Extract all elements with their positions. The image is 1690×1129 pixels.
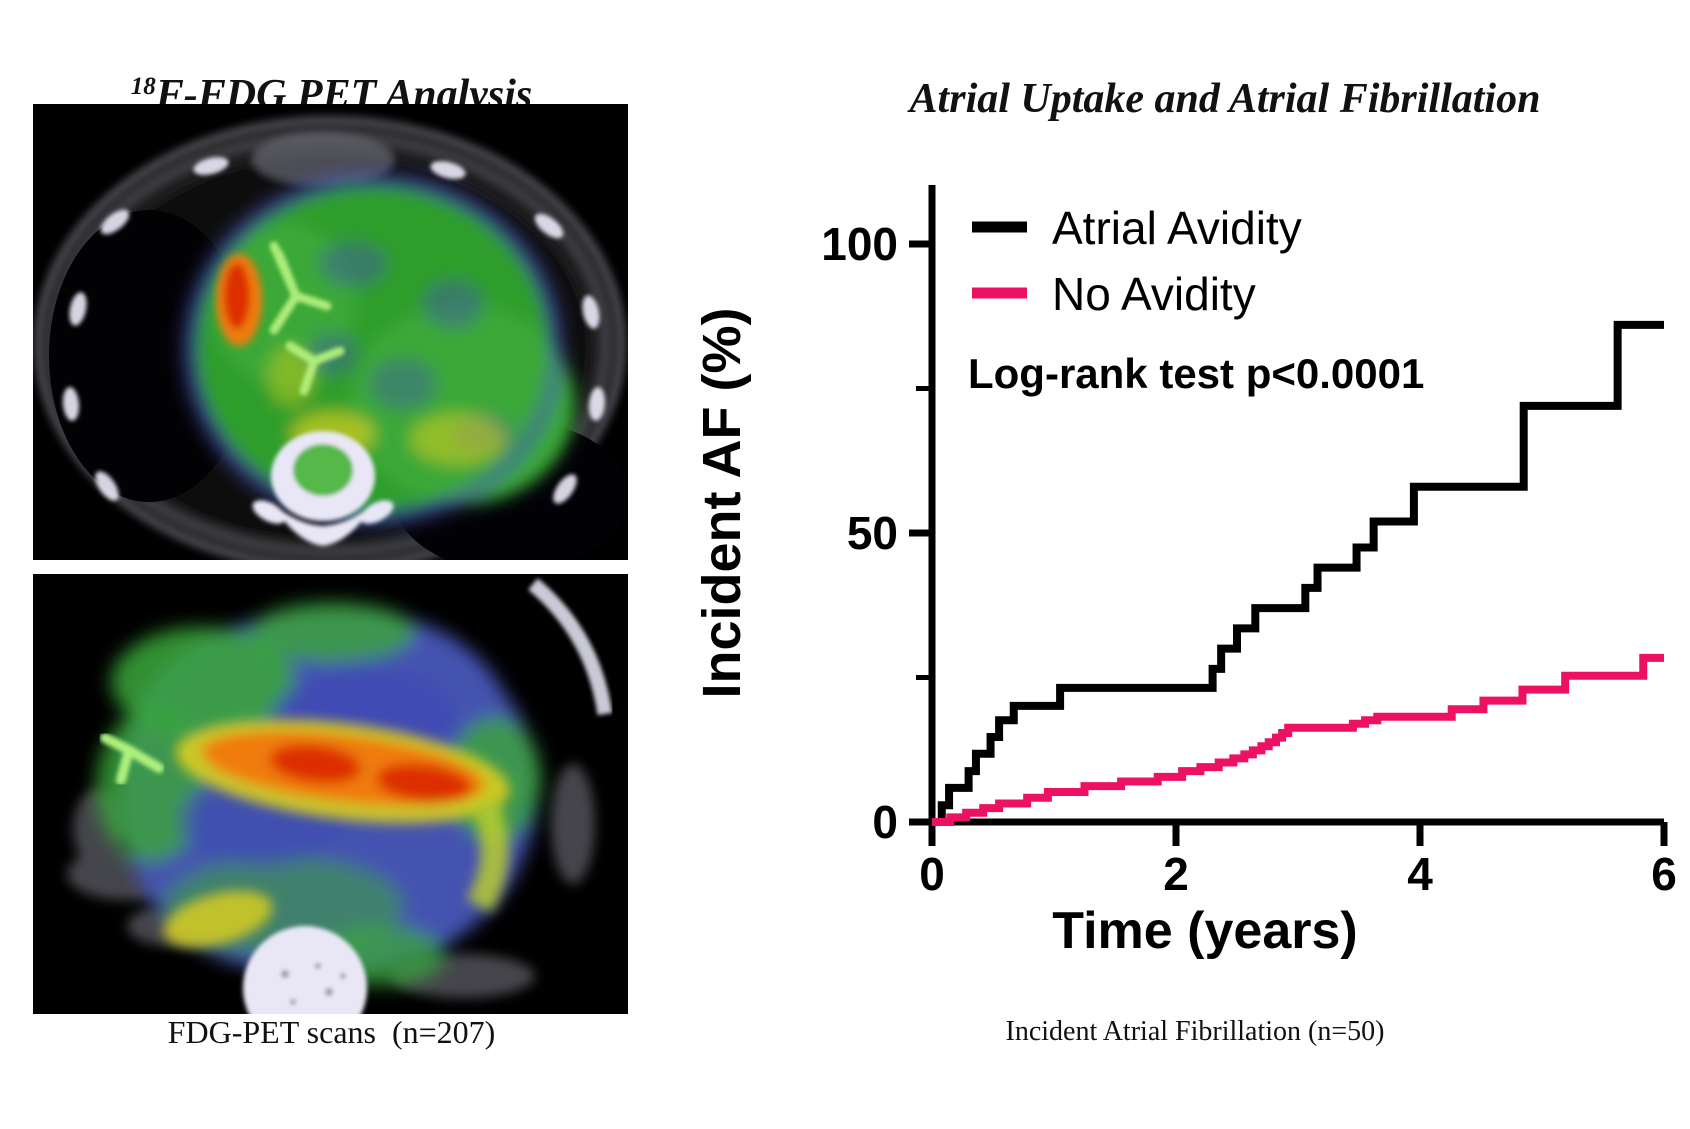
legend-label: No Avidity (1052, 268, 1256, 320)
secondary-uptake (163, 800, 509, 948)
km-curve-atrial-avidity (932, 320, 1664, 826)
pet-caption: FDG-PET scans (n=207) (167, 1014, 496, 1050)
x-tick-label: 4 (1407, 848, 1433, 900)
x-tick-label: 6 (1651, 848, 1677, 900)
pet-axial-heart-scan (33, 574, 628, 1014)
km-axes: 0 2 4 6 0 50 100 (821, 185, 1677, 900)
y-axis-title: Incident AF (%) (700, 308, 752, 699)
isotope-superscript: 18 (130, 72, 156, 100)
mint-branch (100, 733, 164, 785)
y-tick-label: 0 (872, 796, 898, 848)
km-legend: Atrial Avidity No Avidity (972, 202, 1302, 320)
bronchial-branches (269, 241, 345, 396)
km-series (932, 320, 1664, 826)
km-curve-no-avidity (932, 653, 1664, 826)
legend-label: Atrial Avidity (1052, 202, 1302, 254)
pet-axial-chest-scan (33, 104, 628, 560)
rib-top-right (528, 578, 613, 716)
x-tick-label: 2 (1163, 848, 1189, 900)
x-tick-label: 0 (919, 848, 945, 900)
km-caption: Incident Atrial Fibrillation (n=50) (1005, 1016, 1385, 1047)
y-tick-label: 100 (821, 218, 898, 270)
vertebra (252, 431, 394, 546)
vertebral-body (243, 926, 367, 1014)
focal-hotspot (216, 254, 262, 346)
ribs (62, 157, 606, 504)
y-tick-label: 50 (847, 507, 898, 559)
atrial-uptake-band (175, 719, 510, 824)
km-panel-title: Atrial Uptake and Atrial Fibrillation (909, 75, 1541, 122)
km-chart: 0 2 4 6 0 50 100 Atrial Avidity No Avidity Log-… (700, 185, 1677, 960)
log-rank-annotation: Log-rank test p<0.0001 (968, 350, 1424, 397)
x-axis-title: Time (years) (1052, 902, 1357, 960)
